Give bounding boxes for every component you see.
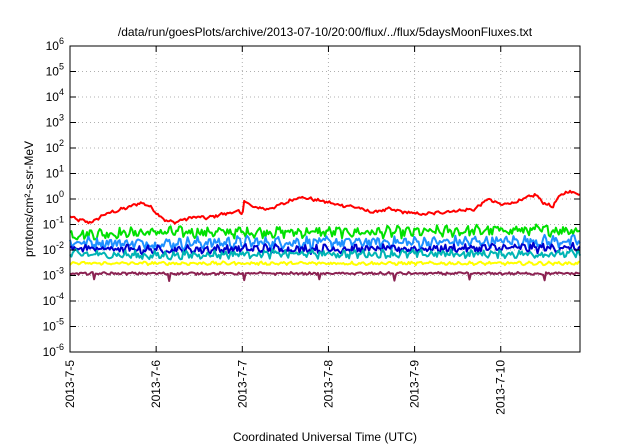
x-tick-label: 2013-7-9 bbox=[408, 360, 422, 408]
series-line bbox=[69, 260, 580, 267]
y-tick-label: 100 bbox=[46, 189, 64, 206]
y-tick-label: 10-6 bbox=[43, 342, 64, 359]
series-lines bbox=[69, 189, 581, 282]
y-tick-label: 10-3 bbox=[43, 266, 64, 283]
y-tick-label: 10-1 bbox=[43, 215, 64, 232]
y-tick-label: 101 bbox=[46, 164, 64, 181]
y-tick-label: 105 bbox=[46, 62, 64, 79]
x-tick-label: 2013-7-6 bbox=[149, 360, 163, 408]
y-tick-label: 10-5 bbox=[43, 317, 64, 334]
y-tick-label: 106 bbox=[46, 36, 64, 53]
grid bbox=[70, 46, 580, 352]
series-line bbox=[69, 241, 581, 256]
y-tick-label: 10-4 bbox=[43, 291, 64, 308]
y-axis-label: protons/cm²-s-sr-MeV bbox=[22, 141, 36, 257]
y-tick-label: 104 bbox=[46, 87, 64, 104]
series-line bbox=[69, 248, 581, 261]
y-tick-label: 10-2 bbox=[43, 240, 64, 257]
y-tick-labels: 106 105 104 103 102 101 100 10-1 10-2 10-3 10-4 10-… bbox=[43, 36, 64, 359]
x-axis-label: Coordinated Universal Time (UTC) bbox=[233, 430, 417, 444]
y-tick-label: 103 bbox=[46, 113, 64, 130]
x-tick-label: 2013-7-5 bbox=[63, 360, 77, 408]
series-line bbox=[69, 189, 581, 225]
x-tick-label: 2013-7-10 bbox=[494, 360, 508, 415]
x-tick-label: 2013-7-7 bbox=[235, 360, 249, 408]
chart-title: /data/run/goesPlots/archive/2013-07-10/2… bbox=[118, 25, 533, 39]
ticks bbox=[69, 45, 580, 353]
series-line bbox=[69, 223, 581, 241]
series-line bbox=[69, 271, 581, 282]
series-line bbox=[69, 233, 581, 251]
x-tick-label: 2013-7-8 bbox=[321, 360, 335, 408]
x-tick-labels: 2013-7-5 2013-7-6 2013-7-7 2013-7-8 2013-7-9… bbox=[63, 360, 508, 415]
y-tick-label: 102 bbox=[46, 138, 64, 155]
